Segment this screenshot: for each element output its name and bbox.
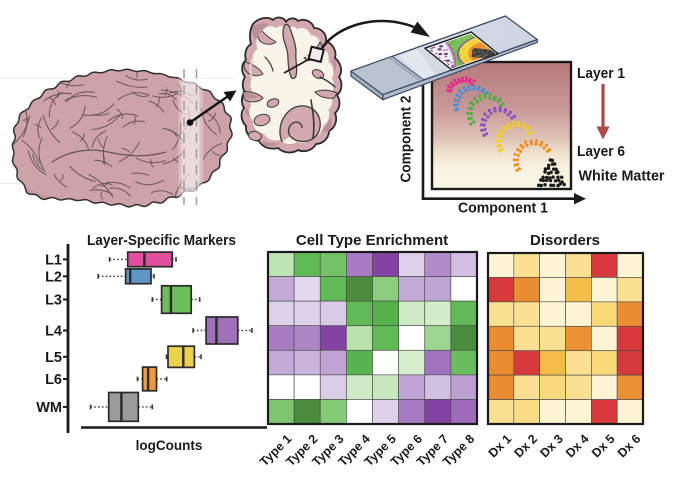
svg-text:White Matter: White Matter (579, 168, 665, 185)
svg-text:logCounts: logCounts (136, 438, 203, 453)
svg-text:Dx 4: Dx 4 (563, 432, 592, 461)
svg-text:Component 2: Component 2 (398, 96, 415, 183)
svg-text:L6: L6 (45, 372, 62, 388)
svg-text:Layer 6: Layer 6 (577, 143, 625, 160)
svg-text:WM: WM (36, 400, 62, 416)
svg-text:Dx 2: Dx 2 (512, 432, 541, 461)
svg-text:L4: L4 (45, 324, 62, 340)
svg-text:L2: L2 (45, 269, 62, 285)
svg-text:Layer 1: Layer 1 (577, 65, 625, 82)
svg-text:Component 1: Component 1 (458, 200, 548, 217)
svg-text:Cell Type Enrichment: Cell Type Enrichment (296, 232, 448, 249)
svg-text:L5: L5 (45, 350, 62, 366)
svg-text:Dx 3: Dx 3 (537, 432, 566, 461)
svg-text:L1: L1 (45, 252, 62, 268)
svg-text:Dx 1: Dx 1 (486, 432, 515, 461)
svg-text:Disorders: Disorders (530, 232, 600, 249)
svg-text:Dx 5: Dx 5 (589, 432, 618, 461)
svg-text:Dx 6: Dx 6 (615, 432, 644, 461)
svg-text:L3: L3 (45, 293, 62, 309)
svg-text:Layer-Specific Markers: Layer-Specific Markers (87, 232, 236, 249)
